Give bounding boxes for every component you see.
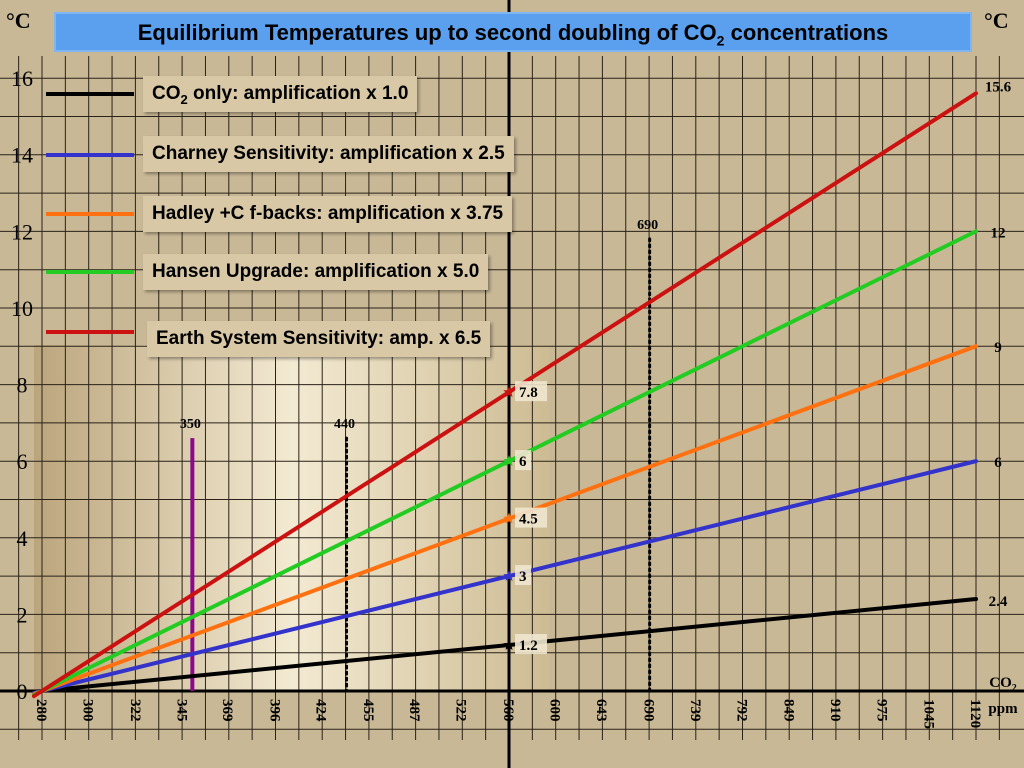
legend-label-text: Earth System Sensitivity: amp. x 6.5 — [156, 328, 482, 349]
y-tick-label: 12 — [11, 219, 33, 244]
x-unit-co2: CO — [989, 675, 1012, 691]
series-marker — [503, 512, 515, 524]
reference-label-690: 690 — [637, 218, 658, 233]
marker-label-bg — [515, 381, 547, 402]
y-tick-label: 14 — [11, 143, 33, 168]
marker-label-bg — [515, 634, 547, 655]
x-tick-label: 600 — [546, 699, 562, 722]
marker-label-1: 3 — [519, 569, 527, 585]
x-tick-label: 560 — [500, 699, 516, 722]
y-tick-label: 2 — [17, 602, 28, 627]
legend-label-text: Hadley +C f-backs: amplification x 3.75 — [152, 203, 504, 224]
x-tick-label: 643 — [593, 699, 609, 722]
marker-label-0: 1.2 — [519, 638, 538, 654]
x-tick-label: 455 — [360, 699, 376, 722]
series-marker — [503, 386, 515, 397]
chart-title: Equilibrium Temperatures up to second do… — [54, 12, 972, 52]
x-tick-label: 522 — [453, 699, 469, 722]
x-unit-ppm: ppm — [988, 701, 1018, 717]
x-tick-label: 322 — [127, 699, 143, 722]
x-tick-label: 1045 — [920, 699, 936, 729]
end-label-1: 6 — [994, 455, 1002, 471]
y-tick-label: 16 — [11, 66, 33, 91]
series-marker — [503, 639, 515, 650]
x-tick-label: 487 — [406, 699, 422, 722]
x-tick-label: 792 — [734, 699, 750, 722]
marker-label-bg — [515, 450, 531, 471]
end-label-0: 2.4 — [989, 594, 1008, 610]
marker-label-3: 6 — [519, 454, 527, 470]
x-tick-label: 975 — [874, 699, 890, 722]
series-line-0 — [32, 597, 978, 694]
x-tick-label: 1120 — [967, 699, 983, 728]
chart-title-end: concentrations — [724, 20, 889, 45]
x-tick-label: 300 — [79, 699, 95, 722]
legend-label-hadley: Hadley +C f-backs: amplification x 3.75 — [143, 196, 513, 232]
series-lines — [32, 91, 978, 699]
legend-label-charney: Charney Sensitivity: amplification x 2.5 — [143, 136, 514, 172]
series-marker — [503, 570, 515, 581]
series-marker — [503, 455, 515, 466]
end-label-2: 9 — [994, 340, 1002, 356]
end-label-4: 15.6 — [985, 79, 1012, 95]
tick-labels: 0 2 4 6 8 10 12 14 16 280 300 322 345 369 396 424 455 487… — [11, 66, 983, 729]
y-unit-right: °C — [984, 8, 1009, 33]
y-tick-label: 6 — [17, 449, 28, 474]
series-line-3 — [32, 229, 978, 697]
legend-label-text: CO — [152, 83, 181, 104]
x-tick-label: 345 — [174, 699, 190, 722]
legend-label-co2-only: CO2 only: amplification x 1.0 — [143, 76, 418, 112]
x-tick-label: 849 — [780, 699, 796, 722]
reference-lines: 350 440 690 — [180, 218, 658, 693]
x-unit: CO2 ppm — [982, 673, 1024, 719]
x-tick-label: 396 — [267, 699, 283, 722]
reference-label-350: 350 — [180, 417, 201, 432]
chart-title-main: Equilibrium Temperatures up to second do… — [137, 20, 717, 45]
legend-label-hansen: Hansen Upgrade: amplification x 5.0 — [143, 254, 489, 290]
data-labels: 1.2 2.4 3 6 4.5 9 6 12 7.8 15.6 — [515, 79, 1012, 655]
y-unit-left: °C — [6, 8, 31, 33]
legend-label-text: Hansen Upgrade: amplification x 5.0 — [152, 261, 480, 282]
x-tick-label: 369 — [219, 699, 235, 722]
y-tick-label: 4 — [17, 526, 28, 551]
x-unit-sub: 2 — [1011, 683, 1017, 694]
marker-label-bg — [515, 507, 547, 528]
x-tick-label: 424 — [313, 699, 329, 722]
series-line-2 — [32, 344, 978, 696]
legend-label-ess: Earth System Sensitivity: amp. x 6.5 — [147, 321, 491, 357]
y-tick-label: 8 — [17, 373, 28, 398]
marker-label-bg — [515, 565, 531, 586]
reference-label-440: 440 — [334, 417, 355, 432]
marker-label-2: 4.5 — [519, 512, 538, 528]
marker-label-4: 7.8 — [519, 385, 538, 401]
legend-label-sub: 2 — [180, 91, 188, 107]
x-tick-label: 690 — [641, 699, 657, 722]
x-tick-label: 280 — [33, 699, 49, 722]
x-tick-label: 910 — [827, 699, 843, 722]
x-tick-label: 739 — [687, 699, 703, 722]
plot-glow — [34, 345, 550, 690]
legend-label-text: Charney Sensitivity: amplification x 2.5 — [152, 143, 505, 164]
end-label-3: 12 — [991, 225, 1006, 241]
legend-label-end: only: amplification x 1.0 — [187, 83, 409, 104]
series-line-4 — [32, 91, 978, 699]
y-tick-label: 10 — [11, 296, 33, 321]
legend-swatches — [46, 92, 134, 334]
y-tick-label: 0 — [17, 679, 28, 704]
chart-title-sub: 2 — [716, 32, 725, 49]
series-line-1 — [32, 459, 978, 695]
